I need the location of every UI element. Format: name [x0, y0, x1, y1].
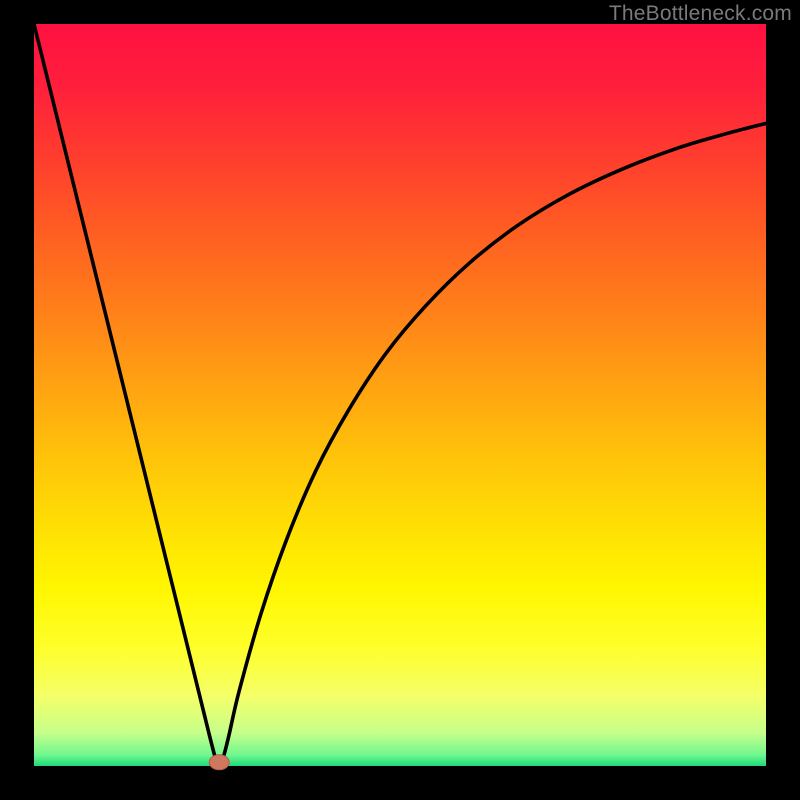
chart-container: TheBottleneck.com — [0, 0, 800, 800]
minimum-marker — [209, 755, 229, 770]
chart-background — [34, 24, 766, 766]
bottleneck-chart — [0, 0, 800, 800]
watermark-text: TheBottleneck.com — [609, 2, 792, 26]
